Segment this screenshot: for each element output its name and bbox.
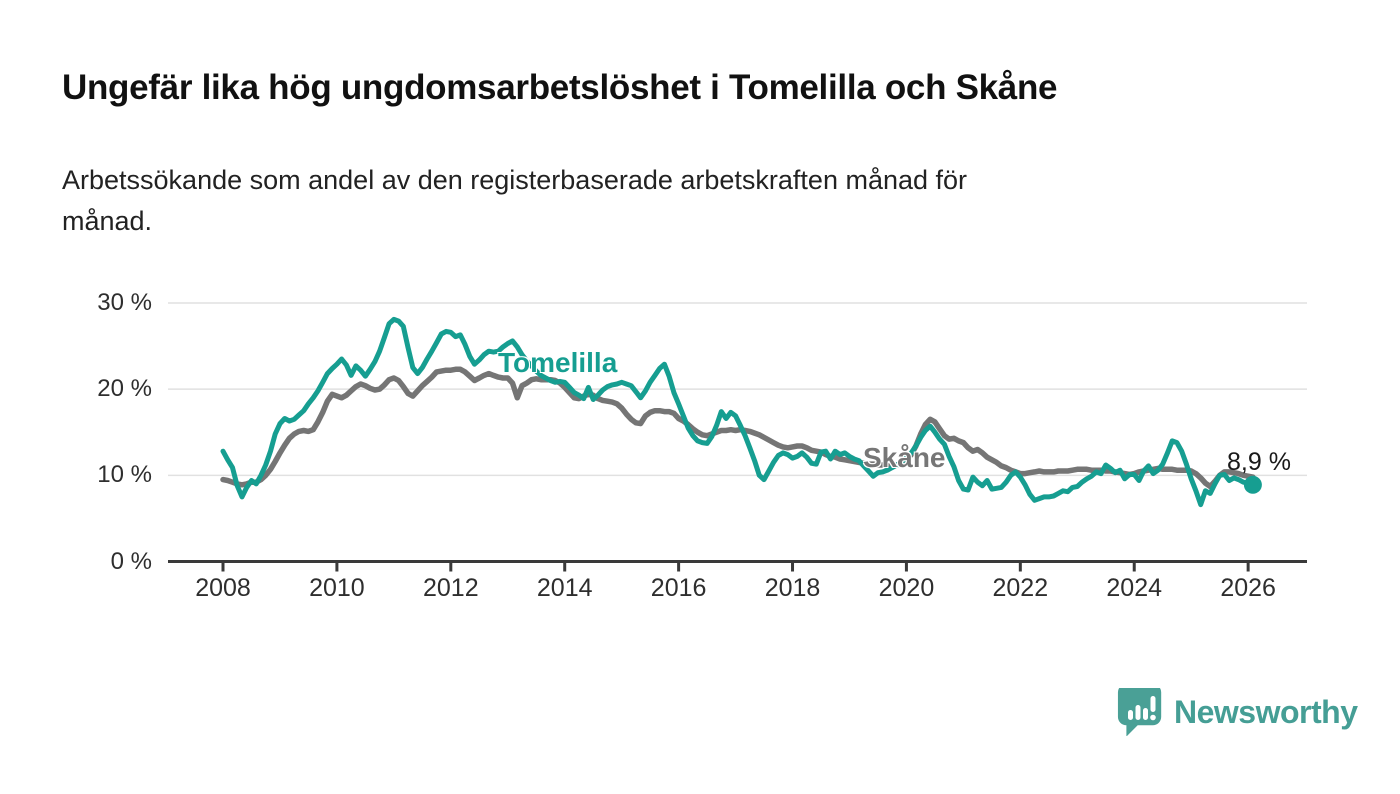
- end-value-label: 8,9 %: [1227, 448, 1291, 476]
- x-tick-label: 2020: [878, 574, 935, 602]
- series-label-tomelilla: Tomelilla: [498, 347, 618, 378]
- page-title: Ungefär lika hög ungdomsarbetslöshet i T…: [62, 68, 1058, 107]
- x-tick-label: 2008: [195, 574, 251, 602]
- x-tick-label: 2024: [1106, 574, 1163, 602]
- y-tick-label: 10 %: [97, 461, 152, 489]
- series-line-skåne: [220, 366, 1256, 490]
- x-tick-label: 2026: [1220, 574, 1276, 602]
- series-line-tomelilla: [220, 316, 1256, 508]
- x-tick-label: 2018: [764, 574, 821, 602]
- chart-subtitle: Arbetssökande som andel av den registerb…: [62, 165, 968, 236]
- x-tick-label: 2022: [992, 574, 1049, 602]
- y-tick-label: 20 %: [97, 375, 152, 403]
- series-label-skane: Skåne: [863, 442, 946, 473]
- newsworthy-branding: Newsworthy: [1117, 688, 1358, 736]
- x-tick-label: 2014: [536, 574, 593, 602]
- x-tick-label: 2012: [422, 574, 479, 602]
- x-tick-label: 2010: [309, 574, 365, 602]
- end-point-dot: [1243, 475, 1262, 494]
- y-tick-label: 0 %: [110, 547, 152, 575]
- newsworthy-logo-icon: [1117, 688, 1162, 736]
- newsworthy-logo-text: Newsworthy: [1174, 693, 1358, 730]
- x-tick-label: 2016: [650, 574, 707, 602]
- y-tick-label: 30 %: [97, 288, 152, 316]
